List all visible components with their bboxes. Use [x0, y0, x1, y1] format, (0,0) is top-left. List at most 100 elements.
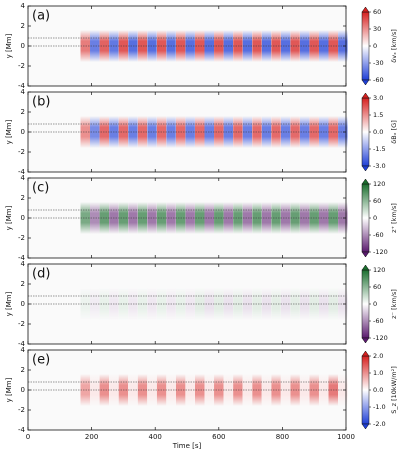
colorbar-label: δvₓ [km/s]	[390, 29, 398, 63]
heat-cell	[194, 30, 205, 62]
colorbar-extend-bottom	[361, 79, 370, 86]
y-tick-label: 2	[21, 22, 25, 30]
heat-cell	[80, 374, 91, 406]
y-tick-label: -4	[18, 82, 26, 90]
y-tick-label: -4	[18, 168, 26, 176]
panel-label: (b)	[32, 95, 50, 110]
heat-cell	[290, 116, 300, 148]
heat-cell	[194, 202, 205, 234]
heat-cell	[185, 288, 195, 320]
heat-cell	[290, 202, 300, 234]
colorbar	[361, 355, 370, 425]
panel-label: (a)	[32, 9, 50, 24]
heat-cell	[299, 30, 310, 62]
heat-cell	[299, 374, 310, 406]
heat-cell	[242, 116, 253, 148]
colorbar-tick-label: 1.0	[373, 369, 383, 377]
colorbar	[361, 269, 370, 339]
colorbar-extend-bottom	[361, 423, 370, 430]
colorbar-tick-label: 1.5	[373, 111, 383, 119]
heat-cell	[338, 374, 348, 406]
colorbar-tick-label: -60	[373, 76, 384, 84]
heat-cell	[338, 202, 348, 234]
y-axis-label: y [Mm]	[5, 291, 13, 316]
colorbar-tick-label: 0.0	[373, 386, 383, 394]
y-tick-label: 2	[21, 194, 25, 202]
heat-cell	[128, 288, 138, 320]
heat-cell	[233, 202, 243, 234]
heat-cell	[233, 288, 243, 320]
colorbar	[361, 183, 370, 253]
heat-cell	[137, 374, 148, 406]
x-tick-label: 800	[276, 433, 289, 441]
colorbar-label: z⁺ [km/s]	[390, 203, 398, 233]
colorbar-extend-top	[361, 6, 370, 13]
y-tick-label: 2	[21, 366, 25, 374]
heat-cell	[338, 288, 348, 320]
heat-cell	[128, 202, 138, 234]
heat-cell	[299, 288, 310, 320]
heat-cell	[338, 116, 348, 148]
heat-cell	[242, 288, 253, 320]
heat-cell	[147, 30, 157, 62]
y-tick-label: -2	[18, 234, 25, 242]
heat-cell	[90, 202, 100, 234]
colorbar-tick-label: -120	[373, 248, 388, 256]
heat-cell	[299, 116, 310, 148]
colorbar-tick-label: 120	[373, 180, 385, 188]
heat-cell	[147, 374, 157, 406]
heat-cell	[90, 116, 100, 148]
x-tick-label: 200	[85, 433, 98, 441]
colorbar-label: S_z [10kW/m²]	[390, 366, 398, 414]
colorbar-tick-label: -30	[373, 59, 384, 67]
y-tick-label: -2	[18, 148, 25, 156]
colorbar-tick-label: -120	[373, 334, 388, 342]
colorbar-tick-label: 2.0	[373, 352, 383, 360]
x-tick-label: 400	[149, 433, 162, 441]
y-tick-label: 0	[21, 128, 25, 136]
colorbar-tick-label: 0	[373, 214, 377, 222]
colorbar-tick-label: -2.0	[373, 420, 386, 428]
heat-cell	[137, 30, 148, 62]
heat-cell	[137, 202, 148, 234]
colorbar-extend-top	[361, 350, 370, 357]
heat-cell	[128, 116, 138, 148]
colorbar-tick-label: 0	[373, 300, 377, 308]
y-tick-label: -4	[18, 340, 26, 348]
heat-cell	[290, 30, 300, 62]
y-axis-label: y [Mm]	[5, 205, 13, 230]
colorbar-tick-label: 3.0	[373, 94, 383, 102]
colorbar-extend-top	[361, 92, 370, 99]
y-tick-label: 4	[21, 174, 26, 182]
y-axis-label: y [Mm]	[5, 33, 13, 58]
colorbar-label: δBₓ [G]	[390, 120, 398, 144]
colorbar-tick-label: 0.0	[373, 128, 383, 136]
y-tick-label: 4	[21, 260, 26, 268]
colorbar-tick-label: -60	[373, 317, 384, 325]
heat-cell	[233, 374, 243, 406]
colorbar-tick-label: 120	[373, 266, 385, 274]
heat-cell	[128, 374, 138, 406]
heat-cell	[185, 374, 195, 406]
y-tick-label: 4	[21, 2, 26, 10]
heat-cell	[137, 288, 148, 320]
heat-cell	[147, 116, 157, 148]
heat-cell	[194, 116, 205, 148]
heat-cell	[90, 374, 100, 406]
colorbar-tick-label: -1.0	[373, 403, 386, 411]
heat-cell	[147, 202, 157, 234]
colorbar-tick-label: 30	[373, 25, 381, 33]
y-tick-label: -4	[18, 426, 26, 434]
y-tick-label: -4	[18, 254, 26, 262]
colorbar-extend-top	[361, 178, 370, 185]
heat-cell	[185, 202, 195, 234]
colorbar-tick-label: 60	[373, 8, 381, 16]
heat-cell	[290, 288, 300, 320]
x-axis-label: Time [s]	[172, 442, 202, 450]
heat-cell	[290, 374, 300, 406]
y-tick-label: 0	[21, 214, 25, 222]
heat-cell	[242, 30, 253, 62]
colorbar	[361, 97, 370, 167]
x-tick-label: 600	[212, 433, 225, 441]
